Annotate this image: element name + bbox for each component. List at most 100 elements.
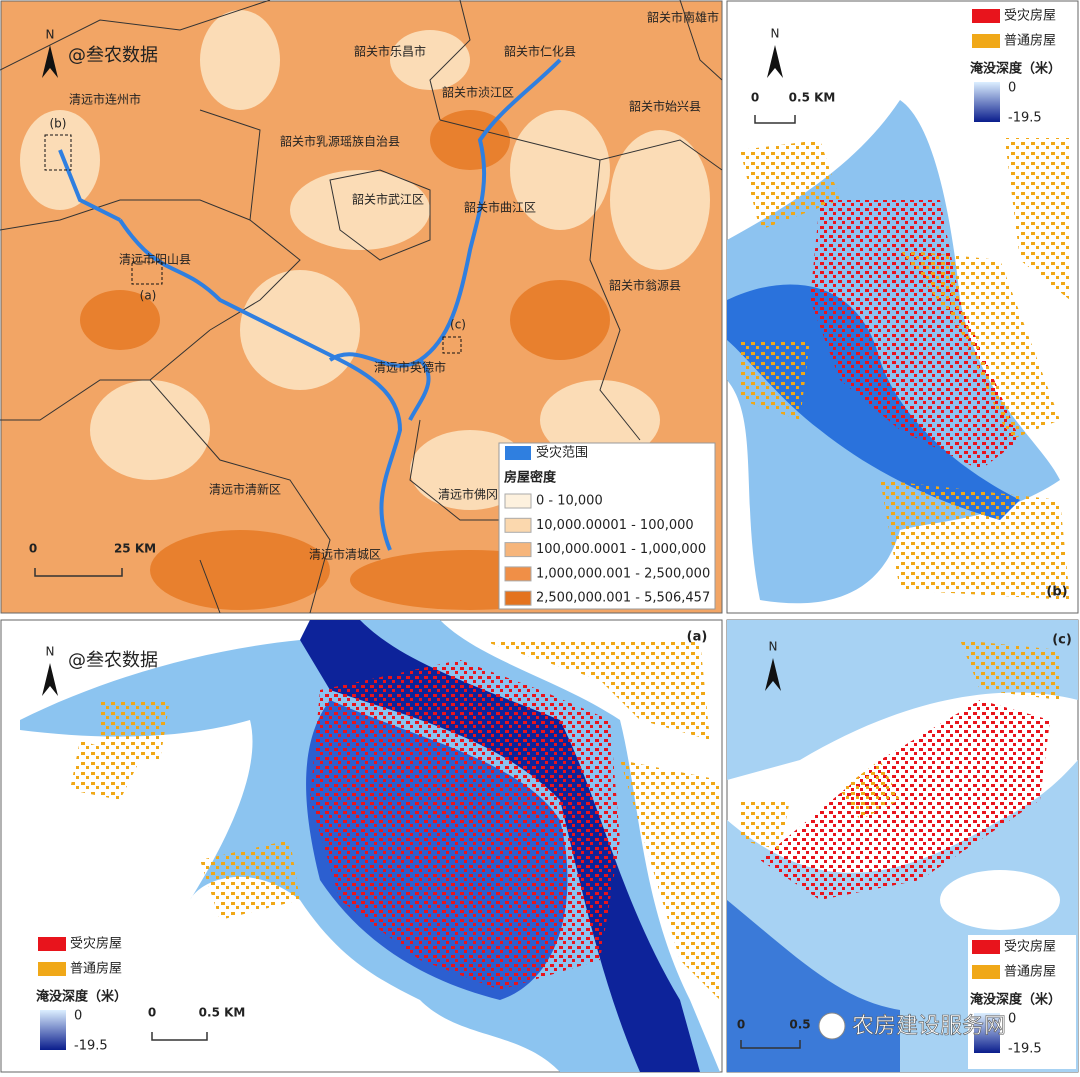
legend-swatch bbox=[504, 517, 532, 533]
region-label: 韶关市仁化县 bbox=[504, 44, 576, 59]
legend-title: 房屋密度 bbox=[504, 470, 557, 486]
legend-swatch bbox=[504, 566, 532, 582]
scale-start: 0 bbox=[751, 91, 759, 105]
site-label: (c) bbox=[450, 318, 466, 332]
legend-swatch bbox=[38, 937, 66, 951]
region-label: 清远市阳山县 bbox=[119, 252, 191, 267]
legend-label: -19.5 bbox=[74, 1039, 108, 1054]
region-label: 清远市清城区 bbox=[309, 547, 381, 562]
region-label: 韶关市南雄市 bbox=[647, 10, 719, 25]
scale-start: 0 bbox=[148, 1006, 156, 1020]
region-label: 韶关市乳源瑶族自治县 bbox=[280, 134, 400, 149]
legend-label: 受灾房屋 bbox=[1004, 8, 1056, 24]
legend-title: 淹没深度（米） bbox=[970, 992, 1061, 1008]
legend-label: 2,500,000.001 - 5,506,457 bbox=[536, 591, 710, 606]
legend-swatch bbox=[972, 9, 1000, 23]
region-label: 韶关市武江区 bbox=[352, 192, 424, 207]
damaged-houses bbox=[760, 700, 1050, 900]
legend-box bbox=[498, 442, 716, 610]
site-label: (a) bbox=[140, 289, 157, 303]
north-label: N bbox=[769, 640, 778, 654]
region-label: 清远市连州市 bbox=[69, 92, 141, 107]
scale-end: 25 KM bbox=[114, 542, 156, 556]
legend-label: 0 - 10,000 bbox=[536, 494, 603, 509]
normal-houses bbox=[70, 640, 720, 1000]
site-box bbox=[442, 336, 462, 354]
damaged-houses bbox=[810, 200, 1020, 470]
damaged-houses bbox=[310, 660, 620, 990]
legend-swatch bbox=[504, 493, 532, 509]
region-label: 韶关市始兴县 bbox=[629, 99, 701, 114]
legend-label: 0 bbox=[1008, 81, 1016, 96]
legend-label: 受灾房屋 bbox=[70, 936, 122, 952]
region-label: 韶关市曲江区 bbox=[464, 200, 536, 215]
flood-extent bbox=[58, 58, 562, 551]
north-arrow bbox=[767, 45, 783, 78]
scale-bar bbox=[34, 568, 123, 577]
legend-label: 普通房屋 bbox=[1004, 33, 1056, 49]
legend-label: -19.5 bbox=[1008, 1042, 1042, 1057]
site-label: (b) bbox=[50, 117, 67, 131]
legend-swatch bbox=[38, 962, 66, 976]
north-label: N bbox=[46, 645, 55, 659]
scale-start: 0 bbox=[737, 1018, 745, 1032]
boundaries bbox=[0, 0, 723, 614]
scale-end: 0.5 bbox=[789, 1018, 810, 1032]
legend-title: 淹没深度（米） bbox=[970, 61, 1061, 77]
normal-houses bbox=[740, 100, 1070, 600]
legend-swatch bbox=[972, 965, 1000, 979]
region-label: 韶关市浈江区 bbox=[442, 85, 514, 100]
north-arrow bbox=[42, 45, 58, 78]
legend-label: 普通房屋 bbox=[70, 961, 122, 977]
low-density-areas bbox=[20, 10, 710, 510]
panel-label: (c) bbox=[1052, 633, 1072, 648]
legend-label: 100,000.0001 - 1,000,000 bbox=[536, 542, 706, 557]
legend-label: 普通房屋 bbox=[1004, 964, 1056, 980]
watermark: @叁农数据 bbox=[68, 45, 158, 66]
scale-end: 0.5 KM bbox=[199, 1006, 246, 1020]
normal-houses bbox=[740, 640, 1060, 850]
scale-bar bbox=[151, 1032, 208, 1041]
panel-label: (b) bbox=[1046, 585, 1067, 600]
scale-end: 0.5 KM bbox=[789, 91, 836, 105]
region-label: 清远市清新区 bbox=[209, 482, 281, 497]
legend-swatch bbox=[505, 446, 531, 460]
scale-bar bbox=[740, 1040, 801, 1049]
legend-label: 1,000,000.001 - 2,500,000 bbox=[536, 566, 710, 581]
north-arrow bbox=[765, 658, 781, 691]
scale-start: 0 bbox=[29, 542, 37, 556]
region-label: 韶关市乐昌市 bbox=[354, 44, 426, 59]
legend-label: 受灾范围 bbox=[536, 445, 588, 461]
legend-swatch bbox=[972, 34, 1000, 48]
region-label: 韶关市翁源县 bbox=[609, 278, 681, 293]
watermark: @叁农数据 bbox=[68, 650, 158, 671]
region-label: 清远市英德市 bbox=[374, 360, 446, 375]
legend-title: 淹没深度（米） bbox=[36, 989, 127, 1005]
panel-label: (a) bbox=[687, 630, 708, 645]
legend-swatch bbox=[504, 590, 532, 606]
legend-swatch bbox=[972, 940, 1000, 954]
legend-label: 0 bbox=[74, 1009, 82, 1024]
legend-label: 0 bbox=[1008, 1012, 1016, 1027]
dry-land bbox=[940, 870, 1060, 930]
depth-ramp bbox=[974, 1013, 1000, 1053]
watermark-icon bbox=[818, 1012, 846, 1040]
depth-ramp bbox=[40, 1010, 66, 1050]
flood-depth-deep bbox=[727, 900, 900, 1072]
legend-label: 受灾房屋 bbox=[1004, 939, 1056, 955]
legend-label: 10,000.00001 - 100,000 bbox=[536, 518, 694, 533]
region-label: 清远市佛冈 bbox=[438, 487, 498, 502]
north-arrow bbox=[42, 663, 58, 696]
depth-ramp bbox=[974, 82, 1000, 122]
legend-swatch bbox=[504, 542, 532, 558]
north-label: N bbox=[46, 28, 55, 42]
